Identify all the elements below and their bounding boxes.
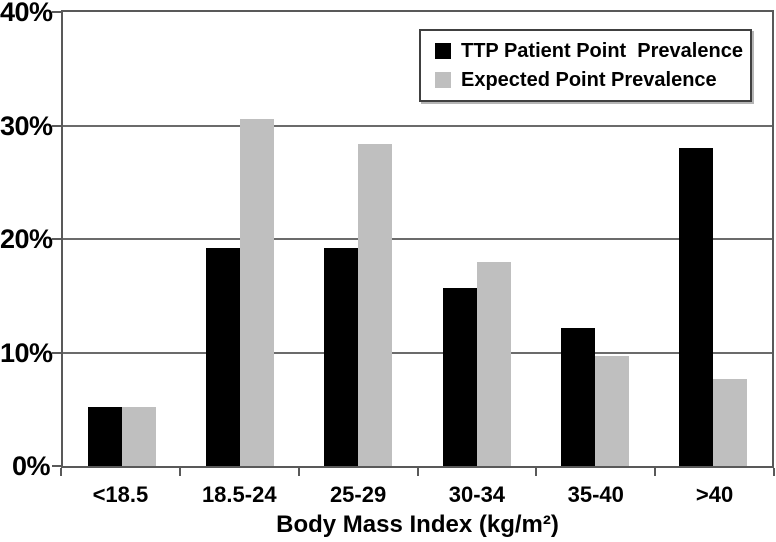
x-tick-mark [60, 468, 62, 476]
legend-item-expected: Expected Point Prevalence [435, 68, 750, 92]
x-tick-mark [654, 468, 657, 476]
x-axis-title: Body Mass Index (kg/m²) [276, 511, 559, 538]
bar [678, 148, 713, 466]
x-tick-label: 35-40 [567, 482, 624, 507]
y-tick-label: 0% [11, 451, 51, 481]
legend-swatch-gray [435, 72, 451, 88]
x-tick-mark [297, 468, 300, 476]
gridline-10 [63, 351, 772, 354]
x-tick-mark [773, 468, 775, 476]
bar [240, 118, 275, 466]
bar [594, 355, 629, 466]
legend-label-expected: Expected Point Prevalence [461, 69, 717, 91]
bar [712, 378, 747, 466]
category-group-25-29 [299, 12, 417, 466]
bar [476, 261, 511, 466]
bar [88, 406, 123, 466]
x-tick-label: 18.5-24 [201, 482, 277, 507]
legend-swatch-black [435, 43, 451, 59]
x-tick-label: >40 [695, 482, 734, 507]
x-tick-label: 25-29 [329, 482, 387, 507]
y-tick-label: 30% [0, 110, 53, 141]
gridline-30 [63, 124, 772, 127]
category-group->40 [654, 12, 772, 466]
legend: TTP Patient Point Prevalence Expected Po… [419, 29, 752, 102]
category-group-35-40 [536, 12, 654, 466]
y-tick-mark [52, 351, 61, 354]
x-tick-label: <18.5 [92, 482, 149, 507]
bar [324, 248, 359, 466]
y-tick-label: 10% [0, 337, 53, 368]
bar [442, 287, 477, 466]
x-tick-mark [535, 468, 538, 476]
legend-label-ttp: TTP Patient Point Prevalence [461, 40, 743, 62]
y-tick-mark [52, 124, 61, 127]
category-group-30-34 [418, 12, 536, 466]
x-tick-label: 30-34 [448, 482, 506, 507]
y-tick-mark [52, 465, 61, 467]
y-tick-label: 20% [0, 224, 53, 254]
x-tick-mark [178, 468, 181, 476]
y-tick-mark [52, 11, 61, 13]
bar [206, 248, 241, 466]
category-group-18.5-24 [181, 12, 299, 466]
x-tick-mark [416, 468, 419, 476]
bar [560, 327, 595, 466]
y-tick-mark [52, 238, 61, 240]
category-group-<18.5 [63, 12, 181, 466]
bars-layer [63, 12, 772, 466]
gridline-20 [63, 238, 772, 240]
legend-item-ttp: TTP Patient Point Prevalence [435, 39, 750, 63]
y-tick-label: 40% [0, 0, 53, 27]
bar [122, 406, 157, 466]
bar [358, 143, 393, 466]
